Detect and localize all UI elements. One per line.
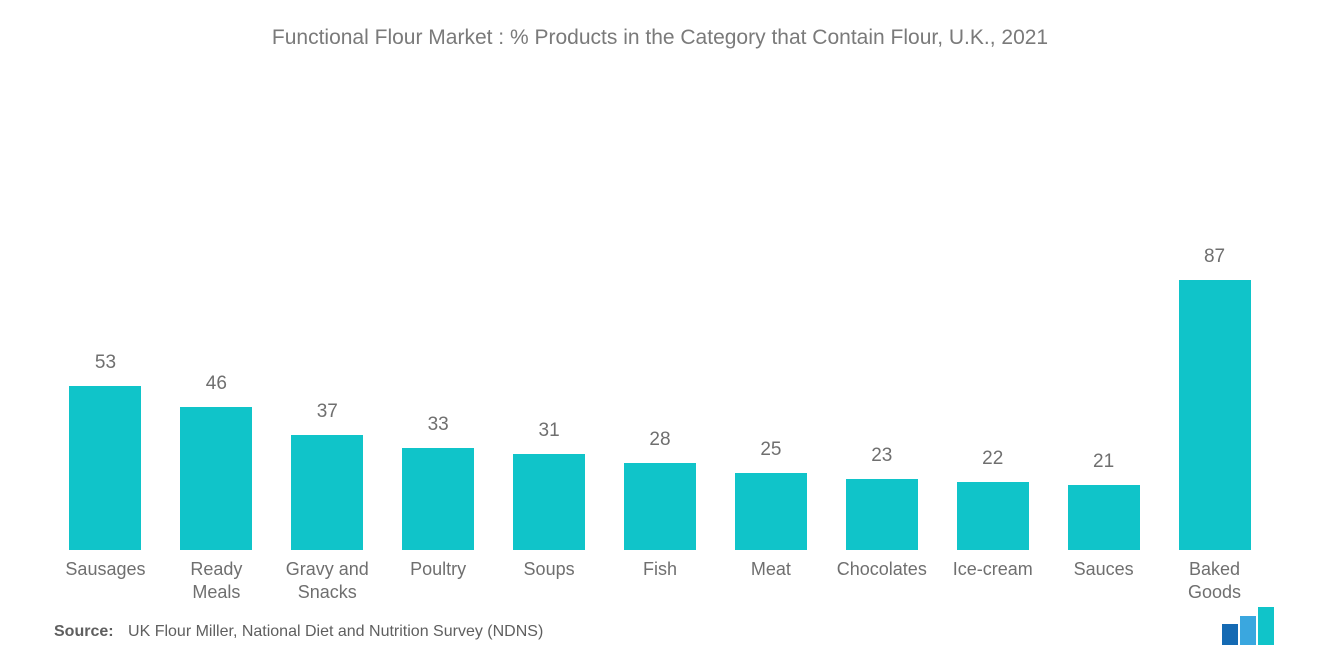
bar-column: 53 xyxy=(50,60,161,550)
bar xyxy=(1179,280,1251,550)
bar xyxy=(513,454,585,550)
bar-value-label: 28 xyxy=(649,429,670,451)
source-text: UK Flour Miller, National Diet and Nutri… xyxy=(128,623,543,640)
bar-value-label: 46 xyxy=(206,373,227,395)
bar xyxy=(180,407,252,550)
bar-column: 28 xyxy=(605,60,716,550)
bar-value-label: 21 xyxy=(1093,451,1114,473)
bar-value-label: 23 xyxy=(871,445,892,467)
bar-column: 21 xyxy=(1048,60,1159,550)
category-label: Sauces xyxy=(1048,558,1159,628)
category-axis: SausagesReady MealsGravy and SnacksPoult… xyxy=(40,558,1280,628)
source-footer: Source: UK Flour Miller, National Diet a… xyxy=(54,623,543,641)
bar xyxy=(291,435,363,550)
bar xyxy=(1068,485,1140,550)
bar-value-label: 87 xyxy=(1204,246,1225,268)
bar-column: 87 xyxy=(1159,60,1270,550)
bar xyxy=(624,463,696,550)
bar-value-label: 22 xyxy=(982,448,1003,470)
brand-logo-icon xyxy=(1222,607,1280,645)
category-label: Poultry xyxy=(383,558,494,628)
bar-chart: 53 46 37 33 31 28 25 23 22 21 87 xyxy=(40,60,1280,550)
bar xyxy=(846,479,918,550)
bar xyxy=(69,386,141,550)
bar xyxy=(735,473,807,551)
bar-value-label: 25 xyxy=(760,439,781,461)
category-label: Ice-cream xyxy=(937,558,1048,628)
bar-value-label: 37 xyxy=(317,401,338,423)
bar-column: 31 xyxy=(494,60,605,550)
source-label: Source: xyxy=(54,623,114,640)
category-label: Gravy and Snacks xyxy=(272,558,383,628)
bar xyxy=(957,482,1029,550)
bar-column: 22 xyxy=(937,60,1048,550)
bar-value-label: 31 xyxy=(539,420,560,442)
bar-column: 37 xyxy=(272,60,383,550)
chart-title: Functional Flour Market : % Products in … xyxy=(40,26,1280,50)
bar xyxy=(402,448,474,550)
bar-column: 25 xyxy=(715,60,826,550)
category-label: Fish xyxy=(605,558,716,628)
bar-column: 46 xyxy=(161,60,272,550)
bar-column: 33 xyxy=(383,60,494,550)
category-label: Chocolates xyxy=(826,558,937,628)
category-label: Sausages xyxy=(50,558,161,628)
category-label: Soups xyxy=(494,558,605,628)
category-label: Meat xyxy=(715,558,826,628)
bar-column: 23 xyxy=(826,60,937,550)
category-label: Ready Meals xyxy=(161,558,272,628)
bar-value-label: 53 xyxy=(95,352,116,374)
bar-value-label: 33 xyxy=(428,414,449,436)
